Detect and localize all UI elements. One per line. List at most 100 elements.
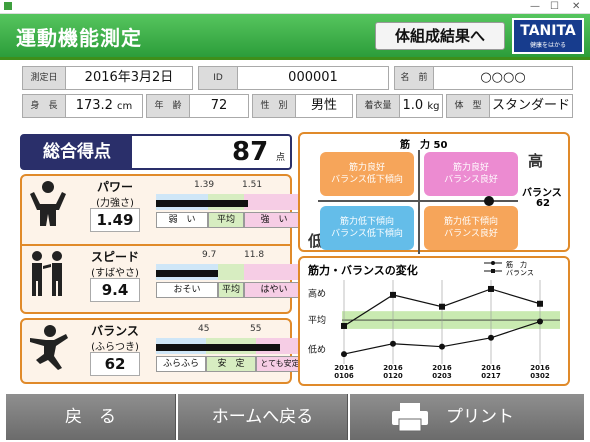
body-type-label: 体 型 xyxy=(446,94,490,118)
x-tick-label: 0302 xyxy=(530,372,550,380)
power-tick-low: 1.39 xyxy=(194,180,215,190)
matrix-right-label: バランス xyxy=(522,188,562,199)
power-figure-icon xyxy=(30,181,66,226)
balance-cat-high: とても安定 xyxy=(256,356,304,372)
print-button[interactable]: プリント xyxy=(350,394,584,440)
metric-speed: スピード (すばやさ) 9.4 9.7 11.8 おそい 平均 はやい xyxy=(20,244,304,314)
back-button[interactable]: 戻 る xyxy=(6,394,176,440)
speed-zone-high xyxy=(244,264,304,280)
age-label: 年 齢 xyxy=(146,94,190,118)
print-label: プリント xyxy=(446,407,514,427)
window-titlebar: — ☐ ✕ xyxy=(0,0,590,14)
power-cat-low: 弱 い xyxy=(156,212,208,228)
date-label: 測定日 xyxy=(22,66,66,90)
maximize-button[interactable]: ☐ xyxy=(550,1,559,12)
matrix-vertical-axis xyxy=(418,150,420,254)
quadrant-bottom-right: 筋力低下傾向 バランス良好 xyxy=(424,206,518,250)
height-unit: cm xyxy=(117,101,133,112)
height-label: 身 長 xyxy=(22,94,66,118)
data-point xyxy=(390,291,396,298)
y-tick-label: 平均 xyxy=(308,314,326,326)
balance-tick-high: 55 xyxy=(250,324,262,334)
y-tick-label: 高め xyxy=(308,287,326,299)
height-value: 173.2 xyxy=(75,98,113,113)
trend-chart: 筋力・バランスの変化 筋 力 バランス 高め 平均 低め 2016 0106 2016 01… xyxy=(298,256,570,386)
total-score-unit: 点 xyxy=(276,153,286,163)
speed-name: スピード xyxy=(90,250,139,264)
metric-balance: バランス (ふらつき) 62 45 55 ふらふら 安 定 とても安定 xyxy=(20,318,304,384)
power-cat-mid: 平均 xyxy=(208,212,244,228)
data-point xyxy=(439,303,445,310)
balance-gauge: 45 55 ふらふら 安 定 とても安定 xyxy=(156,324,304,380)
balance-bar xyxy=(156,344,280,351)
x-tick-label: 2016 xyxy=(481,364,501,372)
minimize-button[interactable]: — xyxy=(530,1,540,12)
speed-zone-mid xyxy=(218,264,244,280)
clothes-unit: kg xyxy=(427,101,440,112)
profile-row-1: 測定日 2016年3月2日 ID 000001 名 前 ○○○○ xyxy=(22,66,582,90)
x-tick-label: 0203 xyxy=(432,372,452,380)
speed-gauge: 9.7 11.8 おそい 平均 はやい xyxy=(156,250,304,306)
balance-cat-mid: 安 定 xyxy=(206,356,256,372)
name-value: ○○○○ xyxy=(433,66,573,90)
power-cat-high: 強 い xyxy=(244,212,304,228)
matrix-high: 高 xyxy=(528,152,544,170)
data-point xyxy=(439,343,445,350)
sex-value: 男性 xyxy=(295,94,353,118)
legend-marker-balance xyxy=(491,269,495,273)
data-point xyxy=(488,285,494,292)
data-point xyxy=(390,340,396,347)
legend-strength: 筋 力 xyxy=(506,261,527,269)
quadrant-top-right: 筋力良好 バランス良好 xyxy=(424,152,518,196)
total-score-label: 総合得点 xyxy=(22,136,132,168)
home-button[interactable]: ホームへ戻る xyxy=(178,394,348,440)
y-tick-label: 低め xyxy=(308,344,326,356)
data-point xyxy=(341,351,347,358)
date-value: 2016年3月2日 xyxy=(65,66,193,90)
profile-info: 測定日 2016年3月2日 ID 000001 名 前 ○○○○ 身 長 173… xyxy=(12,62,580,122)
x-tick-label: 2016 xyxy=(530,364,550,372)
speed-cat-high: はやい xyxy=(244,282,304,298)
power-bar xyxy=(156,200,248,207)
power-name: パワー xyxy=(96,180,133,194)
matrix-low: 低 xyxy=(308,232,324,250)
balance-cat-low: ふらふら xyxy=(156,356,206,372)
x-tick-label: 0106 xyxy=(334,372,354,380)
clothes-value: 1.0 xyxy=(402,98,424,113)
app-header: 運動機能測定 体組成結果へ TANITA 健康をはかる xyxy=(0,14,590,60)
page-title: 運動機能測定 xyxy=(16,26,142,50)
speed-value: 9.4 xyxy=(90,278,140,302)
age-value: 72 xyxy=(189,94,249,118)
power-zone-high xyxy=(244,194,304,210)
x-tick-label: 0120 xyxy=(383,372,403,380)
total-score: 総合得点 87 点 xyxy=(20,134,292,170)
name-label: 名 前 xyxy=(394,66,434,90)
x-tick-label: 2016 xyxy=(432,364,452,372)
balance-value: 62 xyxy=(90,352,140,376)
metric-power: パワー (力強さ) 1.49 1.39 1.51 弱 い 平均 強 い xyxy=(20,174,304,242)
power-gauge: 1.39 1.51 弱 い 平均 強 い xyxy=(156,180,304,236)
matrix-horizontal-axis xyxy=(318,200,518,202)
sex-label: 性 別 xyxy=(252,94,296,118)
data-point xyxy=(488,334,494,341)
x-tick-label: 2016 xyxy=(383,364,403,372)
speed-tick-low: 9.7 xyxy=(202,250,217,260)
height-field: 173.2 cm xyxy=(65,94,143,118)
speed-figure-icon xyxy=(32,251,62,296)
clothes-field: 1.0 kg xyxy=(399,94,443,118)
close-button[interactable]: ✕ xyxy=(572,1,581,12)
body-composition-button[interactable]: 体組成結果へ xyxy=(375,22,505,50)
logo-brand: TANITA xyxy=(520,23,576,39)
id-value: 000001 xyxy=(237,66,389,90)
clothes-label: 着衣量 xyxy=(356,94,400,118)
divider xyxy=(22,244,290,246)
legend-balance: バランス xyxy=(506,269,534,277)
quadrant-top-left: 筋力良好 バランス低下傾向 xyxy=(320,152,414,196)
balance-sub: (ふらつき) xyxy=(91,342,139,353)
power-tick-high: 1.51 xyxy=(242,180,263,190)
x-tick-label: 2016 xyxy=(334,364,354,372)
speed-cat-mid: 平均 xyxy=(218,282,244,298)
total-score-value: 87 xyxy=(232,137,269,167)
power-sub: (力強さ) xyxy=(96,198,134,209)
trend-plot: 高め平均低め2016010620160120201602032016021720… xyxy=(308,261,560,380)
